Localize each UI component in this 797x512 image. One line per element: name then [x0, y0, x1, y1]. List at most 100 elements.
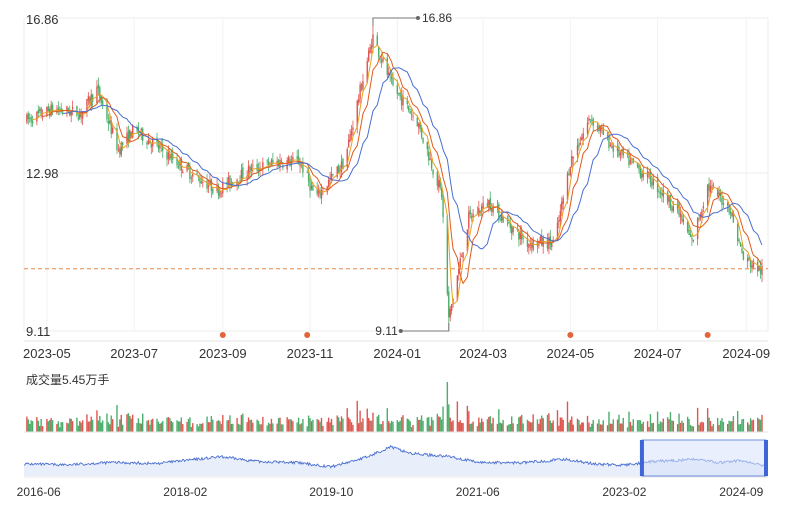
- volume-bar: [646, 421, 649, 432]
- volume-bar: [696, 407, 699, 432]
- volume-bar: [217, 420, 220, 432]
- volume-bar: [692, 426, 695, 432]
- candle: [101, 98, 104, 109]
- navigator-selected-window[interactable]: [641, 439, 767, 477]
- volume-bar: [377, 414, 380, 432]
- candle: [618, 143, 620, 158]
- candle: [162, 138, 164, 159]
- volume-bar: [227, 420, 230, 432]
- candle: [276, 156, 278, 169]
- volume-bar: [269, 423, 271, 432]
- volume-bar: [432, 420, 434, 432]
- candle: [698, 214, 700, 222]
- volume-bar: [222, 415, 224, 432]
- volume-bar: [76, 417, 78, 432]
- volume-bar: [66, 422, 68, 432]
- range-navigator[interactable]: [23, 439, 768, 478]
- candle: [200, 174, 203, 184]
- volume-bar: [611, 423, 613, 432]
- volume-bar: [40, 419, 42, 432]
- navigator-left-handle[interactable]: [639, 440, 644, 476]
- volume-bar: [532, 414, 534, 432]
- candle: [31, 115, 34, 127]
- candle: [382, 56, 384, 64]
- candle: [266, 158, 268, 166]
- volume-bar: [440, 419, 443, 432]
- volume-label: 成交量5.45万手: [26, 373, 110, 387]
- volume-bar: [69, 418, 71, 432]
- volume-bar: [508, 424, 510, 432]
- navigator-x-tick-label: 2016-06: [17, 485, 61, 499]
- volume-bar: [456, 401, 459, 432]
- volume-bar: [559, 417, 562, 432]
- volume-bar: [489, 416, 491, 432]
- candle: [222, 177, 224, 198]
- volume-bar: [116, 405, 118, 432]
- navigator-right-handle[interactable]: [764, 440, 768, 476]
- candle: [30, 114, 32, 127]
- volume-bar: [396, 420, 398, 432]
- volume-bar: [190, 426, 193, 432]
- volume-bar: [688, 419, 690, 432]
- volume-bar: [246, 422, 248, 432]
- candle: [581, 133, 583, 141]
- candle: [96, 80, 98, 104]
- event-marker[interactable]: [567, 332, 574, 338]
- volume-bar: [186, 421, 188, 432]
- volume-bar: [212, 419, 214, 432]
- volume-bar: [357, 423, 360, 432]
- volume-bar: [478, 417, 480, 432]
- volume-bar: [502, 419, 504, 432]
- candle: [330, 166, 333, 184]
- candle: [528, 243, 530, 255]
- candle: [29, 112, 31, 124]
- volume-bar: [410, 427, 413, 432]
- candle: [571, 149, 573, 169]
- event-marker[interactable]: [219, 332, 226, 338]
- event-marker[interactable]: [304, 332, 311, 338]
- x-tick-label: 2023-09: [199, 346, 247, 361]
- candle: [317, 184, 320, 198]
- volume-bar: [751, 420, 753, 432]
- event-marker[interactable]: [704, 332, 711, 338]
- candle: [699, 212, 702, 221]
- volume-bar: [266, 425, 268, 432]
- volume-bar: [679, 422, 682, 432]
- candle: [478, 200, 480, 218]
- volume-bar: [322, 425, 324, 432]
- volume-bar: [259, 424, 261, 432]
- volume-bar: [332, 424, 334, 432]
- candle: [666, 190, 669, 206]
- volume-bar: [512, 423, 514, 432]
- volume-bar: [27, 419, 29, 432]
- candle: [366, 57, 368, 83]
- candle: [146, 140, 148, 150]
- candle: [498, 202, 500, 223]
- low-annotation-dot: [398, 329, 403, 333]
- volume-bar: [416, 417, 419, 432]
- volume-bar: [317, 419, 320, 432]
- candle: [696, 217, 699, 246]
- volume-bar: [666, 417, 669, 432]
- volume-bar: [131, 414, 134, 432]
- candle: [302, 157, 304, 178]
- volume-bar: [306, 426, 308, 432]
- volume-bars: [26, 382, 763, 432]
- volume-bar: [149, 424, 151, 432]
- high-annotation-label: 16.86: [422, 11, 452, 25]
- candle: [430, 157, 433, 171]
- volume-bar: [169, 418, 171, 432]
- candle: [731, 211, 733, 218]
- volume-bar: [41, 426, 44, 432]
- volume-bar: [350, 422, 353, 432]
- candle: [561, 196, 563, 216]
- volume-bar: [329, 422, 331, 432]
- x-tick-label: 2024-03: [459, 346, 507, 361]
- event-markers[interactable]: [219, 332, 711, 338]
- volume-bar: [642, 421, 644, 432]
- candle: [718, 185, 720, 201]
- candle: [86, 98, 88, 118]
- volume-bar: [466, 405, 469, 432]
- candle: [749, 258, 752, 274]
- volume-bar: [390, 420, 393, 432]
